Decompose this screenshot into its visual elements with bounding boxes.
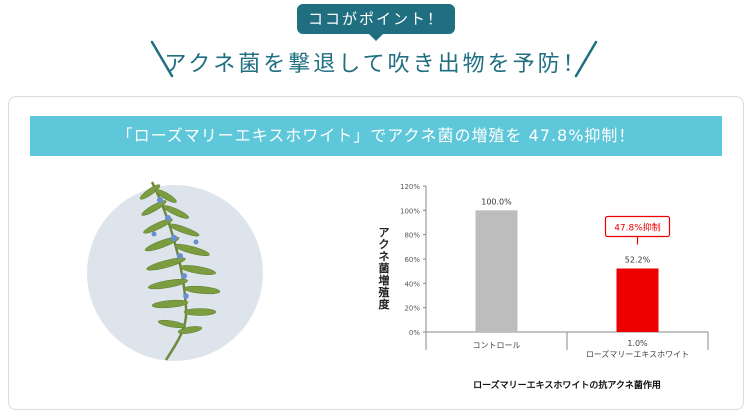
rosemary-sprig-icon [87, 181, 263, 361]
y-axis-title-char: 菌 [379, 261, 390, 275]
y-tick-label: 0% [409, 329, 420, 337]
left-slash-decoration [150, 40, 174, 78]
right-slash-decoration [574, 40, 598, 78]
x-category-label: ローズマリーエキスホワイト [586, 349, 689, 359]
bar-control [475, 210, 518, 332]
y-tick-label: 40% [404, 280, 420, 288]
x-axis-title: ローズマリーエキスホワイトの抗アクネ菌作用 [473, 379, 661, 391]
illustration-circle-bg [87, 185, 263, 361]
y-axis-title-char: 増 [379, 273, 390, 287]
y-tick-label: 80% [404, 232, 420, 240]
headline: アクネ菌を撃退して吹き出物を予防！ [164, 52, 588, 77]
y-tick-label: 120% [400, 183, 420, 191]
x-category-label: 1.0% [627, 339, 648, 348]
y-axis-title-char: ネ [379, 250, 390, 263]
y-axis-title-char: ア [379, 226, 390, 239]
x-category-label: コントロール [473, 341, 521, 350]
bar-rosemary [616, 268, 659, 332]
badge-pointer [368, 33, 384, 41]
point-badge: ココがポイント！ [297, 4, 455, 34]
bar-data-label: 100.0% [481, 197, 512, 206]
y-axis-title-char: 度 [379, 297, 391, 311]
y-tick-label: 100% [400, 207, 420, 215]
bar-data-label: 52.2% [625, 255, 651, 264]
y-axis-title-char: 殖 [378, 285, 390, 299]
y-axis-title-char: ク [379, 238, 390, 251]
result-banner: 「ローズマリーエキスホワイト」でアクネ菌の増殖を 47.8%抑制！ [30, 116, 722, 156]
annotation-label: 47.8%抑制 [614, 221, 661, 233]
y-tick-label: 20% [404, 305, 420, 313]
y-tick-label: 60% [404, 256, 420, 264]
